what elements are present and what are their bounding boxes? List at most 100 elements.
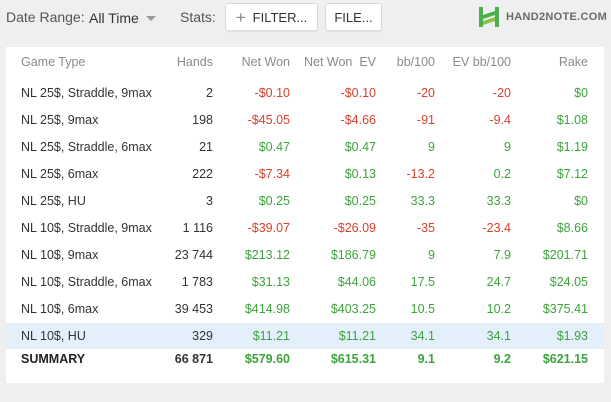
table-row[interactable]: NL 25$, Straddle, 9max 2 -$0.10 -$0.10 -20 -2… (6, 80, 604, 106)
game-type-cell: SUMMARY (21, 352, 86, 366)
bb100-cell: -20 (416, 86, 435, 100)
net-won-ev-cell: -$0.10 (340, 86, 376, 100)
game-type-cell: NL 10$, 6max (21, 302, 99, 316)
ev-bb100-cell: -9.4 (489, 113, 511, 127)
hands-cell: 2 (206, 86, 213, 100)
column-header-net-won-ev[interactable]: Net Won EV (303, 55, 376, 69)
net-won-cell: -$0.10 (254, 86, 290, 100)
hands-cell: 39 453 (174, 302, 213, 316)
filter-button[interactable]: + FILTER... (225, 3, 318, 31)
hands-cell: 1 783 (181, 275, 213, 289)
column-header-game-type[interactable]: Game Type (21, 55, 86, 69)
rake-cell: $24.05 (549, 275, 588, 289)
ev-bb100-cell: 9.2 (493, 352, 511, 366)
game-type-cell: NL 25$, 6max (21, 167, 99, 181)
ev-bb100-cell: -20 (492, 86, 511, 100)
net-won-cell: -$39.07 (247, 221, 290, 235)
bb100-cell: 9 (428, 248, 435, 262)
game-type-cell: NL 10$, Straddle, 6max (21, 275, 152, 289)
date-range-select[interactable]: All Time (89, 8, 156, 28)
net-won-ev-cell: $615.31 (330, 352, 376, 366)
summary-row: SUMMARY 66 871 $579.60 $615.31 9.1 9.2 $621.15 (6, 346, 604, 372)
hands-cell: 21 (199, 140, 213, 154)
net-won-cell: $414.98 (244, 302, 290, 316)
column-header-ev-bb100[interactable]: EV bb/100 (452, 55, 511, 69)
hand2note-logo-icon (479, 7, 499, 27)
net-won-cell: $0.47 (258, 140, 290, 154)
ev-bb100-cell: 34.1 (486, 329, 511, 343)
stats-table: Game Type Hands Net Won Net Won EV bb/100 EV … (6, 47, 604, 383)
table-row[interactable]: NL 10$, HU 329 $11.21 $11.21 34.1 34.1 $1.93 (6, 323, 604, 349)
rake-cell: $1.19 (556, 140, 588, 154)
net-won-ev-cell: -$26.09 (333, 221, 376, 235)
table-row[interactable]: NL 25$, 9max 198 -$45.05 -$4.66 -91 -9.4 $1.08 (6, 107, 604, 133)
rake-cell: $621.15 (542, 352, 588, 366)
game-type-cell: NL 25$, Straddle, 6max (21, 140, 152, 154)
hands-cell: 329 (192, 329, 213, 343)
ev-bb100-cell: 0.2 (493, 167, 511, 181)
net-won-ev-cell: $403.25 (330, 302, 376, 316)
net-won-cell: -$45.05 (247, 113, 290, 127)
rake-cell: $7.12 (556, 167, 588, 181)
game-type-cell: NL 10$, HU (21, 329, 86, 343)
file-button[interactable]: FILE... (325, 3, 382, 31)
net-won-ev-cell: $11.21 (338, 329, 376, 343)
game-type-cell: NL 10$, Straddle, 9max (21, 221, 152, 235)
hands-cell: 1 116 (182, 221, 213, 235)
net-won-ev-cell: $0.25 (344, 194, 376, 208)
table-header: Game Type Hands Net Won Net Won EV bb/100 EV … (6, 49, 604, 75)
ev-bb100-cell: 10.2 (486, 302, 511, 316)
rake-cell: $375.41 (542, 302, 588, 316)
column-header-net-won[interactable]: Net Won (241, 55, 290, 69)
hands-cell: 23 744 (174, 248, 213, 262)
net-won-cell: $11.21 (252, 329, 290, 343)
ev-bb100-cell: 7.9 (493, 248, 511, 262)
net-won-ev-cell: $0.13 (344, 167, 376, 181)
net-won-cell: $213.12 (244, 248, 290, 262)
ev-bb100-cell: 33.3 (486, 194, 511, 208)
bb100-cell: -91 (416, 113, 435, 127)
table-row[interactable]: NL 25$, 6max 222 -$7.34 $0.13 -13.2 0.2 $7.12 (6, 161, 604, 187)
game-type-cell: NL 25$, HU (21, 194, 86, 208)
ev-bb100-cell: 24.7 (486, 275, 511, 289)
date-range-label: Date Range: (6, 9, 85, 25)
net-won-cell: -$7.34 (254, 167, 290, 181)
table-row[interactable]: NL 25$, Straddle, 6max 21 $0.47 $0.47 9 9 $1.1… (6, 134, 604, 160)
chevron-down-icon (145, 15, 156, 21)
plus-icon: + (235, 7, 246, 27)
table-row[interactable]: NL 25$, HU 3 $0.25 $0.25 33.3 33.3 $0 (6, 188, 604, 214)
net-won-ev-cell: $186.79 (330, 248, 376, 262)
bb100-cell: -35 (416, 221, 435, 235)
column-header-rake[interactable]: Rake (558, 55, 588, 69)
bb100-cell: 33.3 (410, 194, 435, 208)
hands-cell: 3 (206, 194, 213, 208)
bb100-cell: 10.5 (410, 302, 435, 316)
net-won-ev-cell: $44.06 (337, 275, 376, 289)
net-won-ev-cell: $0.47 (344, 140, 376, 154)
bb100-cell: 34.1 (410, 329, 435, 343)
column-header-bb100[interactable]: bb/100 (396, 55, 435, 69)
column-header-hands[interactable]: Hands (176, 55, 213, 69)
filter-button-label: FILTER... (252, 9, 308, 25)
table-row[interactable]: NL 10$, 6max 39 453 $414.98 $403.25 10.5 10.2… (6, 296, 604, 322)
table-row[interactable]: NL 10$, Straddle, 6max 1 783 $31.13 $44.06 1… (6, 269, 604, 295)
game-type-cell: NL 10$, 9max (21, 248, 99, 262)
toolbar: Date Range: All Time Stats: + FILTER... … (0, 0, 611, 38)
hands-cell: 66 871 (174, 352, 213, 366)
hands-cell: 198 (192, 113, 213, 127)
net-won-cell: $31.13 (251, 275, 290, 289)
game-type-cell: NL 25$, 9max (21, 113, 99, 127)
net-won-ev-cell: -$4.66 (340, 113, 376, 127)
table-row[interactable]: NL 10$, 9max 23 744 $213.12 $186.79 9 7.9 $201… (6, 242, 604, 268)
hand2note-logo[interactable]: HAND2NOTE.COM (478, 6, 607, 28)
rake-cell: $1.93 (556, 329, 588, 343)
net-won-cell: $579.60 (244, 352, 290, 366)
rake-cell: $0 (574, 194, 588, 208)
ev-bb100-cell: 9 (504, 140, 511, 154)
ev-bb100-cell: -23.4 (482, 221, 512, 235)
table-row[interactable]: NL 10$, Straddle, 9max 1 116 -$39.07 -$26.0… (6, 215, 604, 241)
rake-cell: $1.08 (556, 113, 588, 127)
rake-cell: $8.66 (556, 221, 588, 235)
bb100-cell: 9 (428, 140, 435, 154)
hands-cell: 222 (192, 167, 213, 181)
